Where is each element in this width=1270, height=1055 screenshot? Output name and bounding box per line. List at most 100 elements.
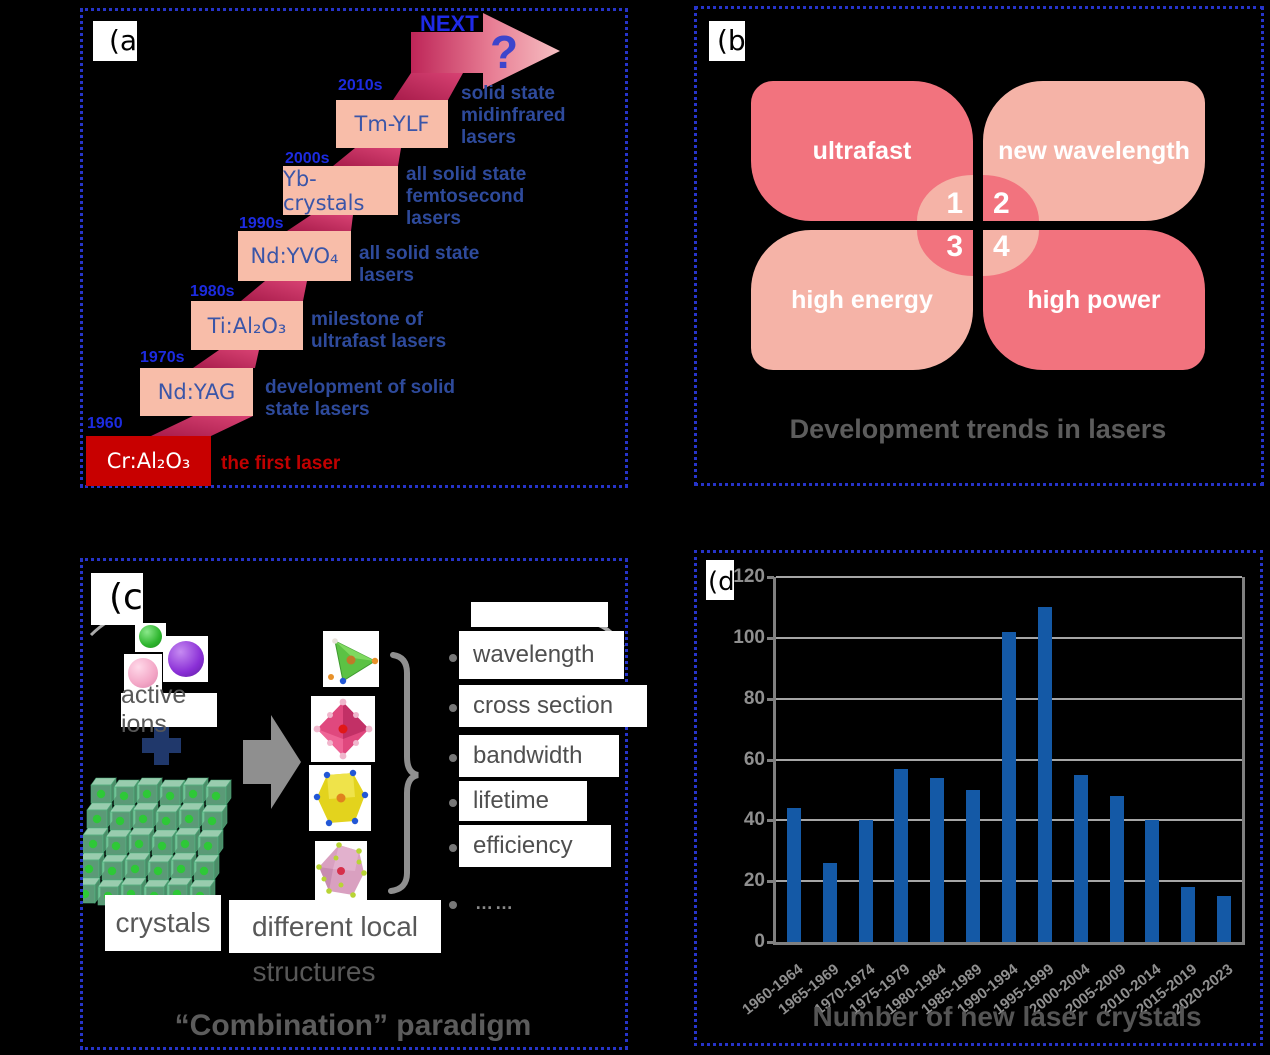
- badge-2-number: 2: [993, 187, 1010, 220]
- plot-area: [773, 576, 1245, 945]
- panel-b-development-trends: (b ultrafast 1 new wavelength 2 high ene…: [694, 6, 1264, 486]
- badge-2: 2: [983, 175, 1039, 221]
- badge-1: 1: [917, 175, 973, 221]
- badge-4: 4: [983, 230, 1039, 276]
- y-tick-label: 100: [733, 626, 765, 648]
- petal-ultrafast-label: ultrafast: [812, 136, 912, 165]
- pink-octahedron-icon: [313, 698, 373, 760]
- ribbon-connector-1: [151, 416, 253, 436]
- curly-brace-icon: [388, 652, 419, 894]
- bullet-dot: [449, 754, 457, 762]
- y-tick-label: 60: [743, 748, 765, 770]
- y-tick-mark: [767, 758, 774, 762]
- note-midinfrared: solid state midinfrared lasers: [461, 83, 566, 148]
- next-arrow-icon: [411, 13, 560, 89]
- bar-2020-2023: [1217, 896, 1232, 942]
- property-lifetime: lifetime: [459, 781, 587, 821]
- timeline-ribbon-graphics: [151, 13, 560, 436]
- y-tick-mark: [767, 941, 774, 944]
- year-label-1990s: 1990s: [239, 215, 284, 232]
- year-label-2010s: 2010s: [338, 77, 383, 94]
- ribbon-connector-5: [333, 148, 401, 166]
- property-efficiency: efficiency: [459, 825, 611, 867]
- year-label-1970s: 1970s: [140, 349, 185, 366]
- year-label-1960: 1960: [87, 415, 123, 432]
- bar-1975-1979: [894, 768, 909, 942]
- panel-a-laser-timeline: (a NEXT ? 1960 Cr:Al₂O₃ the first laser …: [80, 8, 628, 488]
- bullet-dot: [449, 799, 457, 807]
- crystal-box-yb-crystals: Yb-crystals: [283, 166, 398, 215]
- next-label: NEXT: [420, 11, 479, 36]
- bar-1965-1969: [822, 862, 837, 942]
- bar-2000-2004: [1073, 774, 1088, 942]
- note-solid-state: development of solid state lasers: [265, 377, 456, 420]
- question-mark: ?: [490, 26, 519, 78]
- y-tick-mark: [767, 636, 774, 640]
- bullet-dot: [449, 844, 457, 852]
- y-tick-mark: [767, 880, 774, 884]
- petal-new-wavelength-label: new wavelength: [998, 136, 1190, 165]
- year-label-2000s: 2000s: [285, 150, 330, 167]
- bullet-dot: [449, 654, 457, 662]
- bullet-dot: [449, 901, 457, 909]
- bullet-dot: [449, 704, 457, 712]
- more-properties-dots: ……: [475, 893, 515, 913]
- y-tick-label: 0: [754, 931, 765, 952]
- y-tick-label: 120: [733, 566, 765, 587]
- active-ions-label: active ions: [121, 681, 217, 738]
- panel-b-label: (b: [709, 21, 745, 61]
- bar-2005-2009: [1109, 796, 1124, 942]
- ribbon-connector-4: [287, 215, 353, 231]
- right-arrow-icon: [243, 715, 301, 809]
- panel-c-label: (c: [91, 573, 143, 625]
- panel-b-caption: Development trends in lasers: [789, 414, 1167, 444]
- bar-1985-1989: [966, 789, 981, 942]
- panel-c-caption: “Combination” paradigm: [174, 1009, 532, 1042]
- y-tick-label: 40: [743, 809, 765, 831]
- panel-d-bar-chart: (d 0 20 40 60 80 100 120 1960-1964 1965-1969 197…: [694, 550, 1263, 1046]
- y-tick-label: 20: [743, 870, 765, 892]
- bar-2015-2019: [1181, 887, 1196, 942]
- property-bandwidth: bandwidth: [459, 735, 619, 777]
- bar-1970-1974: [858, 820, 873, 942]
- panel-c-graphics: [83, 611, 625, 906]
- crystal-box-nd-yvo4: Nd:YVO₄: [238, 231, 351, 281]
- structures-label: structures: [252, 956, 376, 987]
- panel-a-label: (a: [93, 21, 137, 61]
- petal-high-energy-label: high energy: [791, 285, 933, 314]
- y-tick-mark: [767, 576, 774, 579]
- note-ultrafast-milestone: milestone of ultrafast lasers: [311, 309, 447, 352]
- yellow-polyhedron-card: [309, 765, 371, 831]
- tetrahedron-card: [323, 631, 379, 687]
- chart-title: Number of new laser crystals: [812, 1001, 1202, 1032]
- crystal-lattice-graphic: [83, 777, 232, 906]
- crystal-box-ti-al2o3: Ti:Al₂O₃: [191, 301, 303, 350]
- panel-c-combination-paradigm: (c active ions crystals: [80, 558, 647, 1050]
- petal-high-energy: high energy 3: [751, 230, 973, 370]
- ribbon-connector-3: [241, 281, 307, 301]
- ribbon-connector-2: [193, 350, 259, 368]
- panel-d-label: (d: [706, 560, 734, 600]
- pink-dodecahedron-icon: [316, 842, 367, 898]
- ribbon-connector-6: [393, 73, 463, 100]
- gridline: [776, 576, 1242, 578]
- purple-ion-sphere: [168, 641, 204, 677]
- yellow-polyhedron-icon: [313, 769, 369, 827]
- property-cross-section: cross section: [459, 685, 647, 727]
- bar-1960-1964: [786, 808, 801, 942]
- year-label-1980s: 1980s: [190, 283, 235, 300]
- green-ion-sphere: [139, 625, 162, 648]
- crystal-box-tm-ylf: Tm-YLF: [336, 100, 448, 148]
- bar-1995-1999: [1037, 607, 1052, 942]
- crystal-box-nd-yag: Nd:YAG: [140, 368, 253, 416]
- petal-new-wavelength: new wavelength 2: [983, 81, 1205, 221]
- badge-1-number: 1: [946, 187, 963, 220]
- empty-callout-box: [471, 602, 608, 627]
- bar-2010-2014: [1145, 820, 1160, 942]
- pink-polyhedron-card: [315, 841, 367, 901]
- crystals-label: crystals: [105, 895, 221, 951]
- badge-4-number: 4: [993, 230, 1010, 263]
- bar-1980-1984: [930, 777, 945, 942]
- bar-1990-1994: [1002, 631, 1016, 942]
